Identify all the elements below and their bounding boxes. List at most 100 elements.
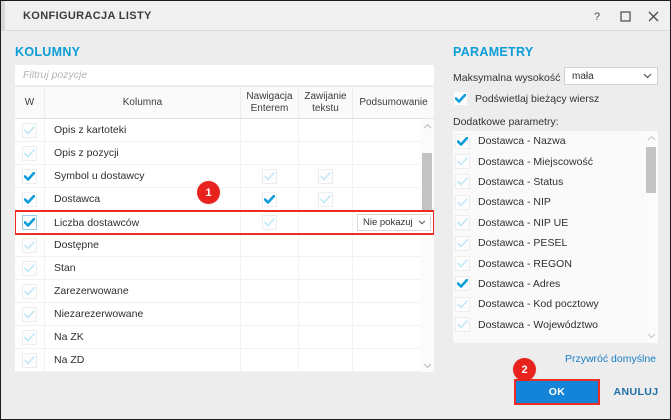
row-nav-cell[interactable] xyxy=(241,257,299,279)
summary-select[interactable]: Nie pokazuj xyxy=(357,214,431,231)
row-name-cell[interactable]: Stan xyxy=(45,257,241,279)
scroll-down-icon[interactable] xyxy=(420,359,434,372)
restore-defaults-link[interactable]: Przywróć domyślne xyxy=(564,353,656,365)
row-checkbox[interactable] xyxy=(262,215,277,230)
row-enabled-cell[interactable] xyxy=(15,142,45,164)
row-enabled-cell[interactable] xyxy=(15,234,45,256)
row-checkbox[interactable] xyxy=(262,168,277,184)
close-icon[interactable] xyxy=(640,3,666,29)
filter-input[interactable] xyxy=(15,65,434,85)
row-enabled-cell[interactable] xyxy=(15,211,45,234)
row-wrap-cell[interactable] xyxy=(299,142,353,164)
row-checkbox[interactable] xyxy=(22,145,37,161)
row-checkbox[interactable] xyxy=(22,329,37,345)
row-checkbox[interactable] xyxy=(22,237,37,253)
max-height-select[interactable]: mała xyxy=(564,67,658,85)
list-item[interactable]: Dostawca - PESEL xyxy=(453,233,658,253)
row-enabled-cell[interactable] xyxy=(15,188,45,210)
row-checkbox[interactable] xyxy=(22,122,37,138)
row-enabled-cell[interactable] xyxy=(15,280,45,302)
table-row[interactable]: Opis z pozycji xyxy=(15,142,434,165)
row-nav-cell[interactable] xyxy=(241,211,299,234)
row-wrap-cell[interactable] xyxy=(299,326,353,348)
highlight-current-row-option[interactable]: Podświetlaj bieżący wiersz xyxy=(453,91,599,106)
row-wrap-cell[interactable] xyxy=(299,234,353,256)
highlight-current-row-checkbox[interactable] xyxy=(453,91,468,106)
row-name-cell[interactable]: Na ZK xyxy=(45,326,241,348)
table-row[interactable]: Niezarezerwowane xyxy=(15,303,434,326)
row-checkbox[interactable] xyxy=(455,194,470,210)
row-checkbox[interactable] xyxy=(262,191,277,207)
header-wrap-text[interactable]: Zawijanie tekstu xyxy=(299,87,353,118)
row-checkbox[interactable] xyxy=(455,215,470,231)
maximize-icon[interactable] xyxy=(612,3,638,29)
row-checkbox[interactable] xyxy=(22,260,37,276)
row-checkbox[interactable] xyxy=(455,133,470,149)
row-wrap-cell[interactable] xyxy=(299,165,353,187)
list-item[interactable]: Dostawca - REGON xyxy=(453,253,658,273)
list-item[interactable]: Dostawca - Kod pocztowy xyxy=(453,294,658,314)
row-checkbox[interactable] xyxy=(22,283,37,299)
row-checkbox[interactable] xyxy=(22,215,37,230)
scroll-up-icon[interactable] xyxy=(420,119,434,133)
row-nav-cell[interactable] xyxy=(241,349,299,371)
scroll-down-icon[interactable] xyxy=(644,329,658,343)
list-item[interactable]: Dostawca - Nazwa xyxy=(453,131,658,151)
row-wrap-cell[interactable] xyxy=(299,349,353,371)
row-name-cell[interactable]: Symbol u dostawcy xyxy=(45,165,241,187)
table-row[interactable]: Na ZK xyxy=(15,326,434,349)
list-item[interactable]: Dostawca - NIP UE xyxy=(453,213,658,233)
row-enabled-cell[interactable] xyxy=(15,349,45,371)
table-row[interactable]: Stan xyxy=(15,257,434,280)
row-name-cell[interactable]: Na ZD xyxy=(45,349,241,371)
extra-parameters-scrollbar[interactable] xyxy=(644,131,658,343)
row-wrap-cell[interactable] xyxy=(299,257,353,279)
row-checkbox[interactable] xyxy=(318,191,333,207)
row-enabled-cell[interactable] xyxy=(15,119,45,141)
row-checkbox[interactable] xyxy=(455,235,470,251)
row-checkbox[interactable] xyxy=(22,306,37,322)
row-nav-cell[interactable] xyxy=(241,142,299,164)
row-nav-cell[interactable] xyxy=(241,119,299,141)
grid-scroll-thumb[interactable] xyxy=(422,153,432,233)
list-item[interactable]: Dostawca - Adres xyxy=(453,274,658,294)
table-row[interactable]: Zarezerwowane xyxy=(15,280,434,303)
row-name-cell[interactable]: Zarezerwowane xyxy=(45,280,241,302)
row-summary-cell[interactable]: Nie pokazuj xyxy=(353,211,434,234)
row-checkbox[interactable] xyxy=(455,317,470,333)
help-icon[interactable]: ? xyxy=(584,3,610,29)
row-checkbox[interactable] xyxy=(455,276,470,292)
list-item[interactable]: Dostawca - NIP xyxy=(453,192,658,212)
header-summary[interactable]: Podsumowanie xyxy=(359,96,428,108)
row-enabled-cell[interactable] xyxy=(15,303,45,325)
list-item[interactable]: Dostawca - Status xyxy=(453,172,658,192)
row-name-cell[interactable]: Opis z pozycji xyxy=(45,142,241,164)
row-enabled-cell[interactable] xyxy=(15,257,45,279)
cancel-button[interactable]: ANULUJ xyxy=(613,386,659,398)
table-row[interactable]: Opis z kartoteki xyxy=(15,119,434,142)
grid-scrollbar[interactable] xyxy=(420,119,434,372)
row-name-cell[interactable]: Niezarezerwowane xyxy=(45,303,241,325)
header-column[interactable]: Kolumna xyxy=(45,87,241,118)
row-nav-cell[interactable] xyxy=(241,165,299,187)
list-item[interactable]: Dostawca - Województwo xyxy=(453,315,658,335)
row-wrap-cell[interactable] xyxy=(299,211,353,234)
row-nav-cell[interactable] xyxy=(241,188,299,210)
header-nav-enter[interactable]: Nawigacja Enterem xyxy=(241,87,299,118)
row-name-cell[interactable]: Dostawca xyxy=(45,188,241,210)
row-wrap-cell[interactable] xyxy=(299,119,353,141)
row-wrap-cell[interactable] xyxy=(299,280,353,302)
extra-parameters-scroll-thumb[interactable] xyxy=(646,147,656,193)
scroll-up-icon[interactable] xyxy=(644,131,658,145)
row-name-cell[interactable]: Dostępne xyxy=(45,234,241,256)
list-item[interactable]: Dostawca - Miejscowość xyxy=(453,151,658,171)
row-enabled-cell[interactable] xyxy=(15,165,45,187)
row-nav-cell[interactable] xyxy=(241,303,299,325)
table-row[interactable]: Dostawca xyxy=(15,188,434,211)
row-checkbox[interactable] xyxy=(22,191,37,207)
row-checkbox[interactable] xyxy=(455,296,470,312)
row-wrap-cell[interactable] xyxy=(299,188,353,210)
row-nav-cell[interactable] xyxy=(241,234,299,256)
table-row[interactable]: Na ZD xyxy=(15,349,434,372)
row-name-cell[interactable]: Opis z kartoteki xyxy=(45,119,241,141)
